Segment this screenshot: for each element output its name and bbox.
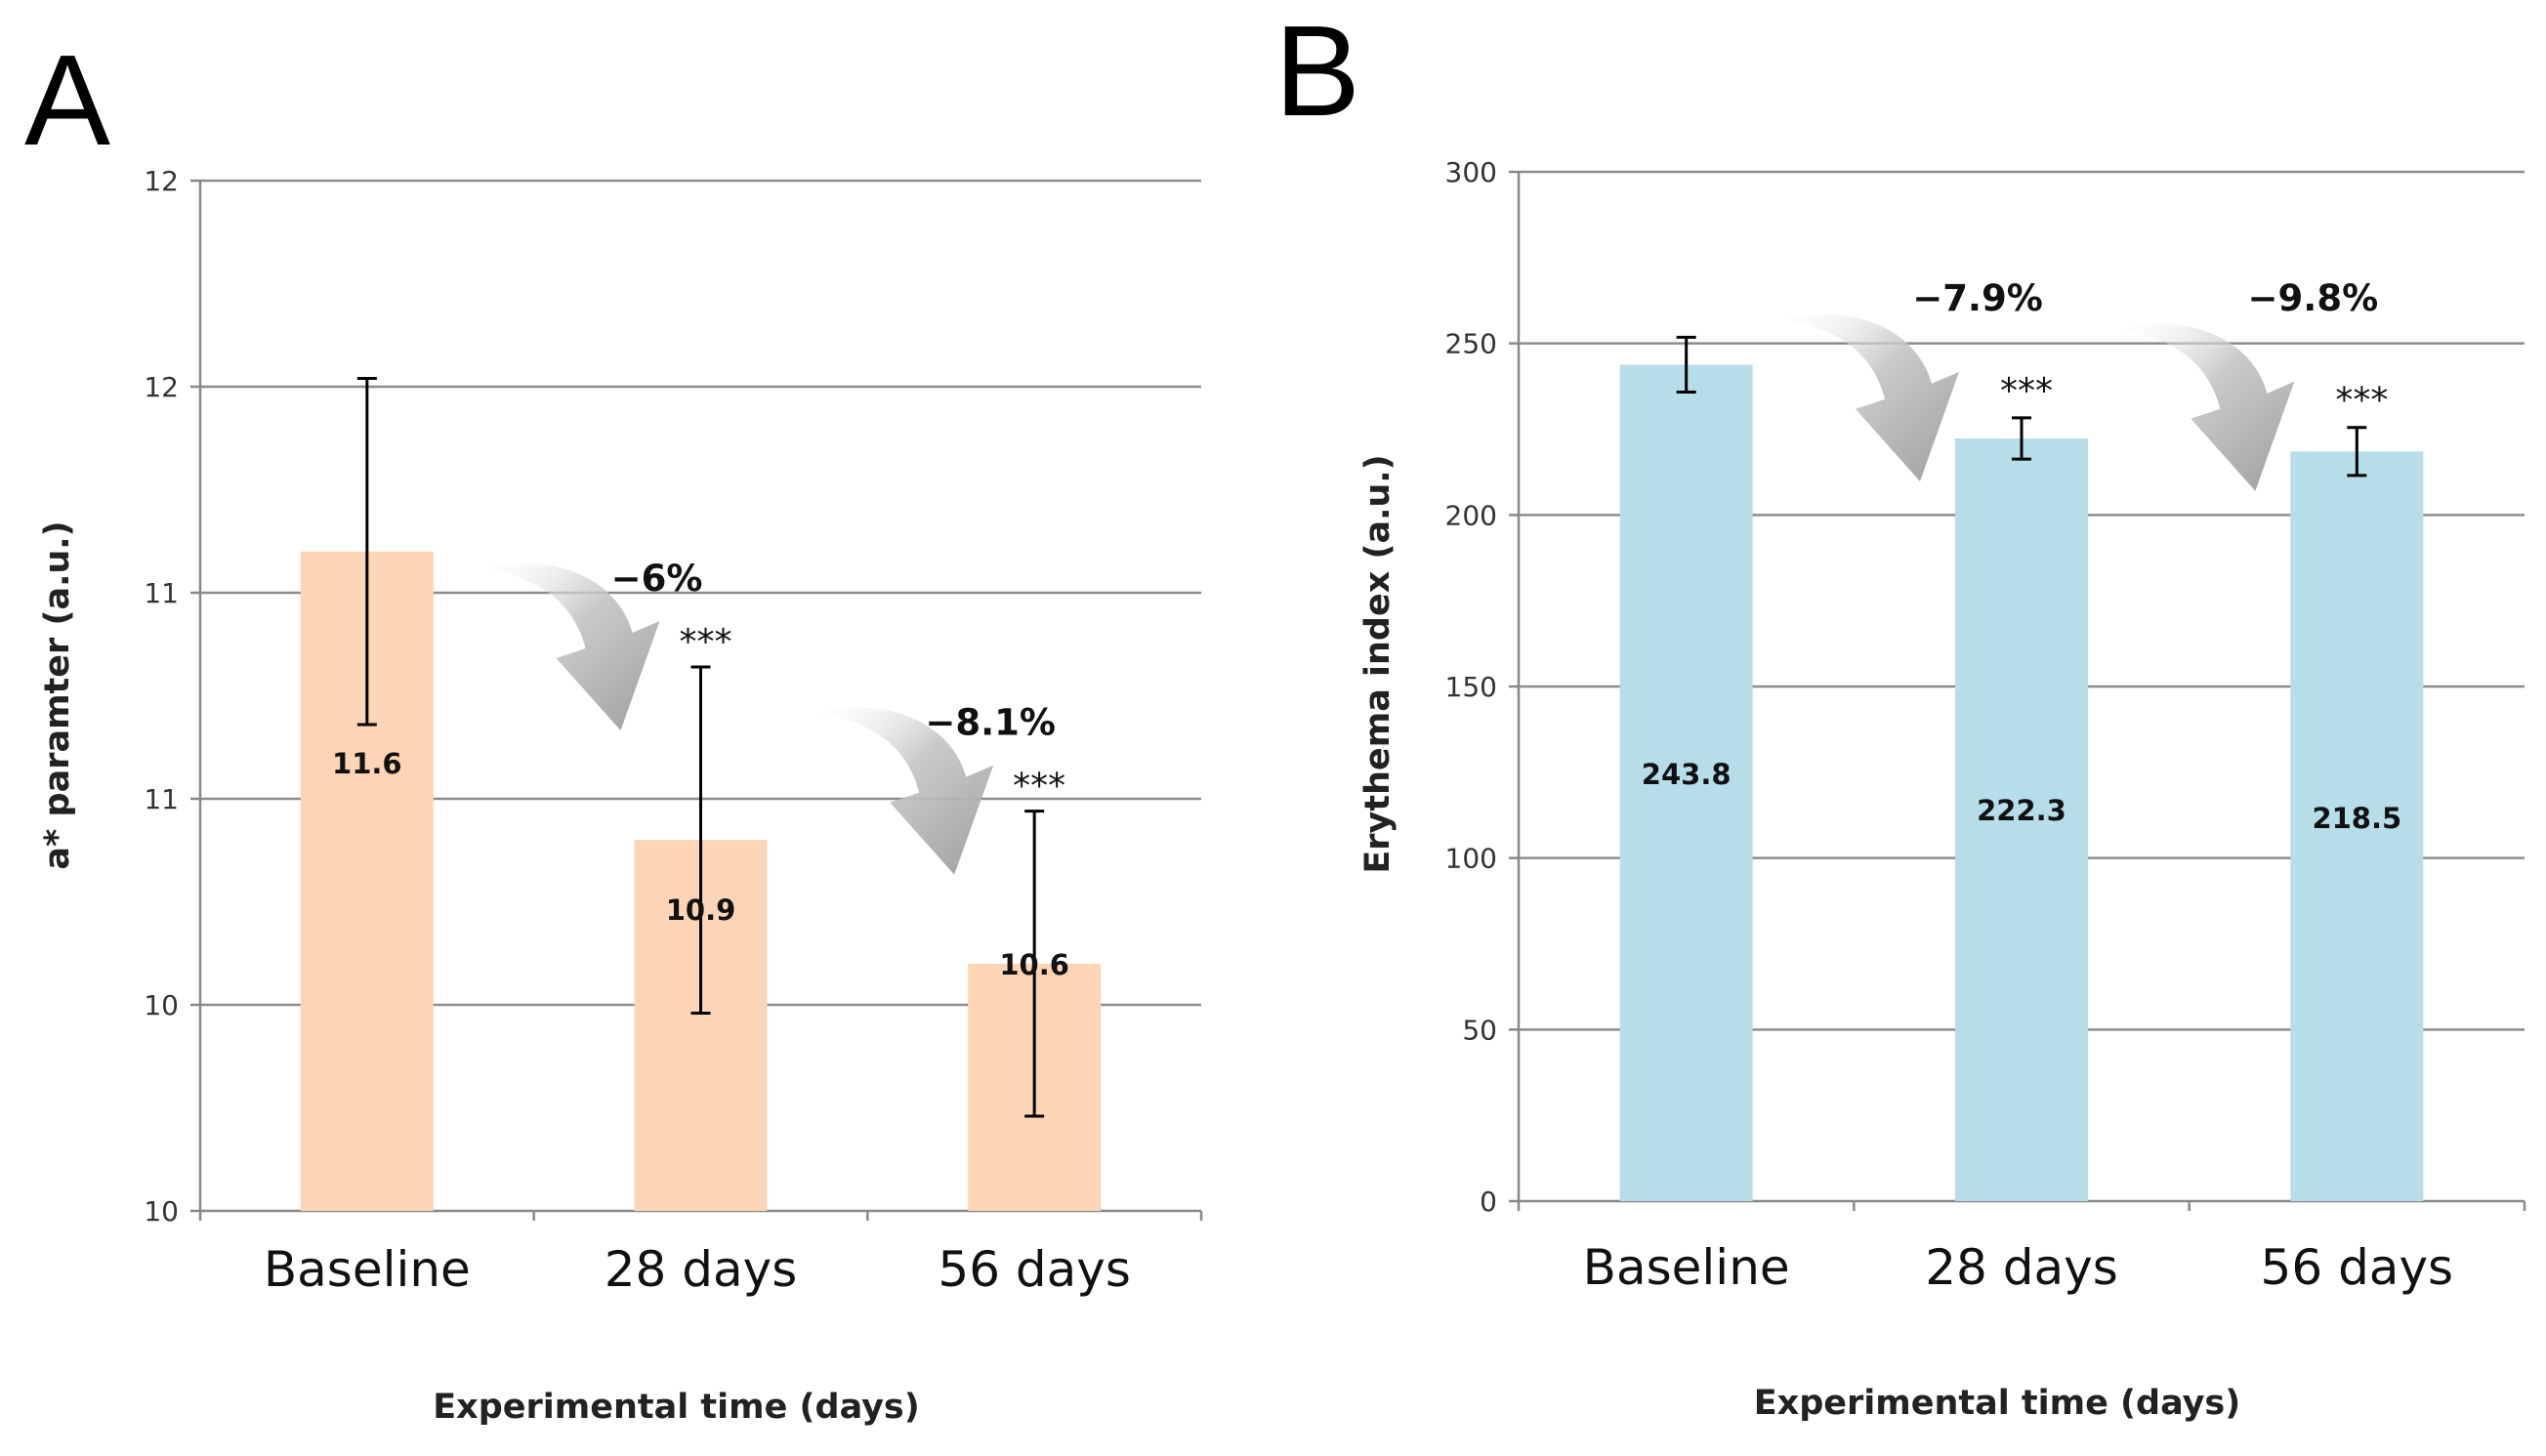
- chart-a-decrease-arrow: [476, 562, 660, 730]
- chart-a-xtick-label: 28 days: [605, 1241, 798, 1298]
- chart-b-ytick-label: 50: [1462, 1014, 1497, 1046]
- chart-b-data-label: 222.3: [1977, 794, 2066, 827]
- chart-a-decrease-arrow: [810, 707, 994, 875]
- chart-b-xtick-label: 28 days: [1925, 1239, 2118, 1296]
- chart-b-percent-change: −9.8%: [2248, 277, 2379, 319]
- chart-a-ytick-label: 11: [144, 783, 179, 815]
- panel-b: B 0 50 100 150 200 250 300 243.8 Baseline 222.3 28…: [1274, 0, 2526, 1423]
- chart-b-xtick-label: 56 days: [2261, 1239, 2454, 1296]
- chart-b-data-label: 243.8: [1642, 758, 1732, 791]
- chart-b-data-label: 218.5: [2312, 802, 2401, 835]
- chart-b-x-axis-title: Experimental time (days): [1754, 1384, 2241, 1423]
- chart-a-data-label: 10.6: [999, 948, 1069, 981]
- chart-b-significance: ***: [2000, 371, 2053, 411]
- chart-b-bar: [2290, 451, 2424, 1201]
- chart-b-ytick-label: 200: [1445, 499, 1497, 531]
- chart-a-xtick-label: Baseline: [264, 1241, 471, 1298]
- panel-a: A 10 10 11 11 12 12 11.6 Baseline 10.9 28 days ***…: [24, 28, 1203, 1427]
- chart-a-xtick-label: 56 days: [938, 1241, 1131, 1298]
- chart-a-y-axis-title: a* paramter (a.u.): [38, 520, 77, 869]
- chart-a-data-label: 10.9: [666, 894, 736, 927]
- chart-b: 0 50 100 150 200 250 300 243.8 Baseline 222.3 28 d…: [1358, 156, 2526, 1423]
- chart-a-x-axis-title: Experimental time (days): [433, 1388, 920, 1427]
- chart-b-ytick-label: 0: [1480, 1186, 1497, 1218]
- chart-a: 10 10 11 11 12 12 11.6 Baseline 10.9 28 days *** −6…: [38, 165, 1203, 1427]
- chart-a-data-label: 11.6: [332, 747, 402, 780]
- chart-b-significance: ***: [2335, 381, 2388, 421]
- chart-a-ytick-label: 10: [144, 989, 179, 1021]
- chart-a-percent-change: −8.1%: [925, 702, 1056, 744]
- chart-b-decrease-arrow: [2110, 323, 2295, 491]
- chart-a-ytick-label: 11: [144, 577, 179, 609]
- chart-a-significance: ***: [1013, 767, 1065, 807]
- chart-a-ytick-label: 10: [144, 1195, 179, 1227]
- chart-a-significance: ***: [680, 622, 732, 662]
- panel-b-letter: B: [1274, 0, 1360, 143]
- chart-b-ytick-label: 150: [1445, 671, 1497, 703]
- chart-b-xtick-label: Baseline: [1583, 1239, 1790, 1296]
- chart-b-bar: [1619, 364, 1753, 1201]
- chart-b-y-axis-title: Erythema index (a.u.): [1358, 454, 1398, 873]
- chart-b-decrease-arrow: [1775, 313, 1959, 481]
- chart-a-percent-change: −6%: [611, 558, 703, 600]
- chart-b-bar: [1955, 437, 2088, 1202]
- chart-a-ytick-label: 12: [144, 165, 179, 197]
- panel-a-letter: A: [24, 28, 110, 172]
- chart-a-ytick-label: 12: [144, 371, 179, 403]
- chart-b-percent-change: −7.9%: [1912, 277, 2043, 319]
- chart-b-ytick-label: 100: [1445, 843, 1497, 875]
- chart-b-ytick-label: 300: [1445, 156, 1497, 188]
- chart-b-ytick-label: 250: [1445, 328, 1497, 360]
